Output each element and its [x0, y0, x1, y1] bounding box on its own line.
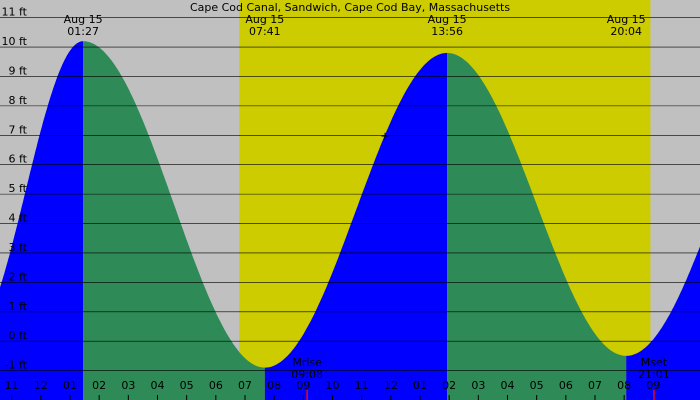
- y-tick-label: 9 ft: [9, 64, 28, 77]
- y-tick-label: 7 ft: [9, 123, 28, 136]
- x-tick-label: 05: [180, 379, 194, 392]
- x-tick-label: 03: [471, 379, 485, 392]
- x-tick-label: 07: [588, 379, 602, 392]
- rising-tide-area: [0, 41, 84, 400]
- y-tick-label: 6 ft: [9, 153, 28, 166]
- y-tick-label: 2 ft: [9, 270, 28, 283]
- x-tick-label: 05: [530, 379, 544, 392]
- tide-event-date: Aug 15: [428, 13, 467, 26]
- x-tick-label: 03: [121, 379, 135, 392]
- y-tick-label: -1 ft: [5, 359, 28, 372]
- x-tick-label: 08: [267, 379, 281, 392]
- y-tick-label: 1 ft: [9, 300, 28, 313]
- x-axis-labels: 11 12 01 02 03 04 05 06 07 08 09 10 11 12 01 02 03 04 05 06…: [5, 379, 660, 400]
- y-tick-label: 4 ft: [9, 212, 28, 225]
- x-tick-label: 11: [355, 379, 369, 392]
- x-tick-label: 02: [92, 379, 106, 392]
- x-tick-label: 04: [501, 379, 515, 392]
- moon-event-time: 09:08: [291, 368, 323, 381]
- gridlines: [0, 17, 700, 371]
- x-tick-label: 06: [209, 379, 223, 392]
- y-tick-label: 11 ft: [2, 6, 28, 19]
- x-tick-label: 01: [413, 379, 427, 392]
- x-tick-label: 11: [5, 379, 19, 392]
- tide-fills: [0, 41, 700, 400]
- moon-event-time: 21:01: [638, 368, 670, 381]
- x-tick-label: 02: [442, 379, 456, 392]
- x-tick-label: 09: [646, 379, 660, 392]
- x-tick-label: 04: [151, 379, 165, 392]
- tide-event-date: Aug 15: [607, 13, 646, 26]
- x-tick-label: 10: [326, 379, 340, 392]
- tide-event-time: 07:41: [249, 25, 281, 38]
- tide-event-time: 01:27: [67, 25, 99, 38]
- moon-event-label: Mrise: [292, 356, 322, 369]
- y-axis-labels: 11 ft 10 ft 9 ft 8 ft 7 ft 6 ft 5 ft 4 ft 3 ft 2 …: [2, 6, 28, 372]
- moon-event-label: Mset: [641, 356, 668, 369]
- current-time-marker: +: [380, 129, 389, 142]
- falling-tide-area: [83, 41, 265, 400]
- tide-event-date: Aug 15: [64, 13, 103, 26]
- x-tick-label: 07: [238, 379, 252, 392]
- x-tick-label: 01: [63, 379, 77, 392]
- rising-tide-area: [626, 246, 700, 400]
- y-tick-label: 5 ft: [9, 182, 28, 195]
- x-tick-label: 12: [34, 379, 48, 392]
- rising-tide-area: [264, 52, 448, 400]
- tide-event-date: Aug 15: [245, 13, 284, 26]
- falling-tide-area: [447, 52, 627, 400]
- y-tick-label: 0 ft: [9, 329, 28, 342]
- x-tick-label: 06: [559, 379, 573, 392]
- tide-event-time: 13:56: [431, 25, 463, 38]
- x-tick-label: 09: [296, 379, 310, 392]
- chart-title: Cape Cod Canal, Sandwich, Cape Cod Bay, …: [190, 1, 510, 14]
- x-tick-label: 08: [617, 379, 631, 392]
- y-tick-label: 8 ft: [9, 94, 28, 107]
- tide-event-time: 20:04: [610, 25, 642, 38]
- x-tick-label: 12: [384, 379, 398, 392]
- y-tick-label: 3 ft: [9, 241, 28, 254]
- y-tick-label: 10 ft: [2, 35, 28, 48]
